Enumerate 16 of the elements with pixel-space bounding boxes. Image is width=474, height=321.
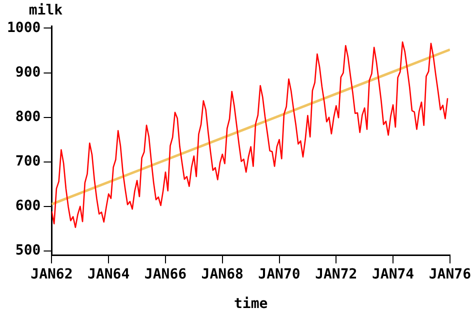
y-tick-label: 700	[15, 154, 41, 170]
y-axis-title: milk	[28, 2, 64, 19]
x-tick-label: JAN72	[315, 266, 358, 282]
x-tick-label: JAN68	[201, 266, 244, 282]
y-tick-label: 600	[15, 198, 41, 214]
x-tick-label: JAN74	[372, 266, 414, 282]
y-tick-label: 800	[15, 108, 41, 125]
x-tick-label: JAN76	[428, 266, 472, 282]
y-tick-label: 900	[15, 64, 41, 80]
x-tick-label: JAN70	[258, 266, 300, 282]
x-tick-label: JAN64	[88, 266, 130, 282]
x-tick-label: JAN62	[30, 266, 73, 282]
y-tick-label: 500	[15, 242, 41, 259]
y-tick-label: 1000	[6, 20, 41, 36]
x-tick-label: JAN66	[144, 266, 187, 282]
x-axis-title: time	[234, 296, 268, 312]
